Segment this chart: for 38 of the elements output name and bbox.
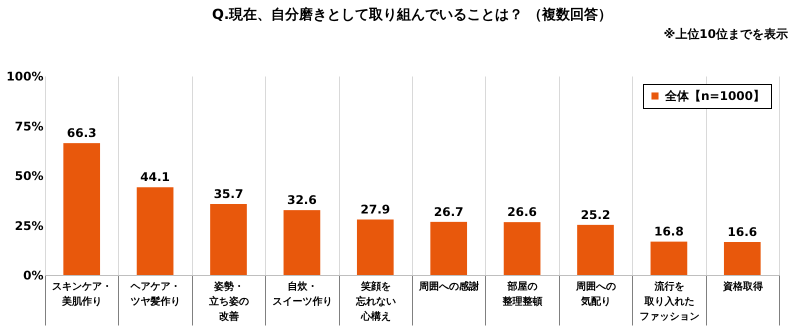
bar (430, 222, 468, 275)
data-label: 25.2 (580, 208, 610, 222)
data-label: 66.3 (66, 126, 97, 140)
y-tick-label: 25% (14, 218, 44, 233)
x-tick-label: 自炊・スイーツ作り (272, 280, 332, 308)
x-tick-label: スキンケア・美肌作り (52, 282, 112, 308)
x-tick-label: 周囲への気配り (575, 280, 616, 308)
data-label: 16.6 (727, 224, 758, 239)
bar (284, 210, 320, 275)
x-tick-label: 資格取得 (722, 280, 763, 292)
bar (724, 242, 761, 275)
bar (210, 204, 247, 275)
y-tick-label: 75% (14, 119, 44, 134)
data-label: 16.8 (654, 224, 684, 239)
x-tick-label: 姿勢・立ち姿の改善 (208, 280, 249, 322)
chart-title: Q.現在、自分磨きとして取り組んでいることは？ （複数回答） (212, 6, 612, 23)
bar (504, 222, 540, 275)
y-tick-label: 100% (6, 70, 44, 84)
bar (650, 242, 688, 275)
data-label: 26.7 (434, 204, 464, 219)
bar (63, 143, 100, 275)
x-tick-label: 笑顔を忘れない心構え (354, 280, 396, 322)
data-label: 44.1 (140, 170, 170, 184)
data-label: 26.6 (507, 205, 537, 220)
bar (356, 219, 394, 275)
x-tick-label: ヘアケア・ツヤ髪作り (130, 282, 181, 308)
data-label: 35.7 (214, 186, 244, 201)
legend-label: 全体【n=1000】 (664, 89, 765, 103)
text: ※上位10位までを表示 (664, 26, 788, 43)
x-tick-label: 周囲への感謝 (418, 280, 480, 292)
data-label: 27.9 (360, 202, 390, 216)
x-tick-label: 部屋の整理整頓 (502, 280, 543, 308)
bar (136, 187, 174, 275)
data-label: 32.6 (287, 193, 317, 208)
bar (577, 224, 614, 275)
y-tick-label: 0% (23, 268, 44, 282)
x-tick-label: 流行を取り入れたファッション (639, 280, 700, 322)
y-tick-label: 50% (14, 169, 44, 183)
